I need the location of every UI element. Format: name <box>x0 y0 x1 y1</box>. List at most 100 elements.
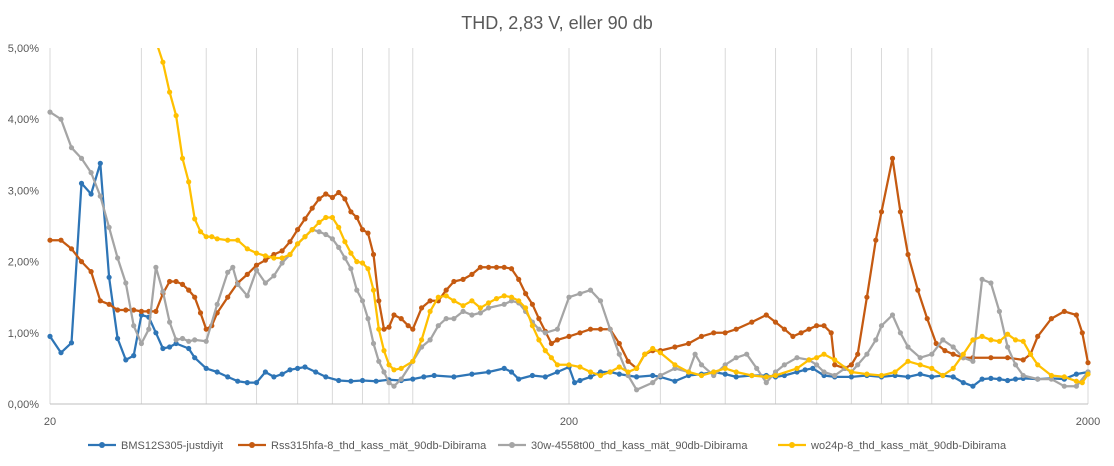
data-point <box>650 345 656 352</box>
data-point <box>78 155 85 161</box>
data-point <box>905 358 911 364</box>
data-point <box>419 337 425 343</box>
data-point <box>772 372 779 379</box>
data-point <box>832 357 838 363</box>
data-point <box>508 298 515 304</box>
data-point <box>342 196 348 202</box>
legend-label: Rss315hfa-8_thd_kass_mät_90db-Dibirama <box>271 440 487 452</box>
data-point <box>566 333 572 339</box>
data-point <box>763 374 769 380</box>
data-point <box>421 374 427 380</box>
series-3 <box>47 109 1091 393</box>
data-point <box>160 59 166 65</box>
data-point <box>88 191 94 197</box>
data-point <box>460 276 466 282</box>
data-point <box>733 369 739 375</box>
data-point <box>186 338 192 344</box>
data-point <box>329 194 335 201</box>
data-point <box>469 371 475 377</box>
data-point <box>58 116 64 122</box>
data-point <box>722 371 728 377</box>
data-point <box>802 367 808 373</box>
data-point <box>329 214 335 221</box>
data-point <box>577 291 583 297</box>
data-point <box>469 298 475 304</box>
data-point <box>905 251 911 258</box>
data-point <box>179 335 186 342</box>
data-point <box>253 250 260 256</box>
data-point <box>47 333 53 339</box>
data-point <box>386 380 392 386</box>
data-point <box>262 369 268 375</box>
data-point <box>309 227 315 233</box>
data-point <box>88 170 94 176</box>
data-point <box>348 250 354 256</box>
x-tick-label: 20 <box>44 416 56 428</box>
data-point <box>672 344 678 350</box>
data-point <box>1085 371 1091 377</box>
data-point <box>431 372 437 379</box>
data-point <box>542 374 548 380</box>
data-point <box>348 378 354 384</box>
data-point <box>722 362 728 368</box>
data-point <box>68 340 75 346</box>
data-point <box>821 323 827 329</box>
data-point <box>996 338 1003 344</box>
data-point <box>391 383 397 389</box>
data-point <box>828 330 834 336</box>
data-point <box>1035 333 1041 339</box>
data-point <box>477 264 483 270</box>
data-point <box>554 326 561 332</box>
data-point <box>1079 380 1085 386</box>
data-point <box>711 369 717 375</box>
data-point <box>365 266 371 272</box>
data-point <box>370 340 377 347</box>
data-point <box>88 269 94 275</box>
x-tick-label: 2000 <box>1076 416 1100 428</box>
data-point <box>960 351 966 357</box>
data-point <box>262 280 268 286</box>
data-point <box>864 371 870 377</box>
data-point <box>336 244 342 250</box>
data-point <box>878 323 885 329</box>
data-point <box>566 294 572 300</box>
data-point <box>427 298 433 304</box>
data-point <box>516 276 522 282</box>
data-point <box>435 294 441 300</box>
data-point <box>529 323 536 329</box>
data-point <box>78 180 85 186</box>
data-point <box>225 237 231 243</box>
data-point <box>722 330 728 336</box>
data-point <box>873 337 879 343</box>
data-point <box>214 369 220 375</box>
data-point <box>672 362 678 368</box>
data-point <box>1020 338 1026 344</box>
data-point <box>203 234 209 240</box>
data-point <box>781 326 788 332</box>
data-point <box>323 374 329 380</box>
data-point <box>950 365 956 371</box>
data-point <box>597 326 604 332</box>
data-point <box>950 344 956 350</box>
data-point <box>855 351 861 357</box>
data-point <box>131 323 137 329</box>
data-point <box>1061 383 1067 389</box>
series-line <box>50 157 1090 370</box>
data-point <box>864 294 870 300</box>
data-point <box>848 374 855 380</box>
data-point <box>486 369 492 375</box>
data-point <box>979 376 985 382</box>
data-point <box>197 310 204 316</box>
data-point <box>929 374 935 380</box>
data-point <box>940 372 946 379</box>
data-point <box>316 229 322 235</box>
data-point <box>123 357 129 363</box>
data-point <box>376 326 382 332</box>
data-point <box>523 305 529 311</box>
data-point <box>642 351 648 357</box>
data-point <box>749 372 755 379</box>
data-point <box>607 369 613 375</box>
data-point <box>235 378 241 384</box>
data-point <box>1005 355 1011 361</box>
